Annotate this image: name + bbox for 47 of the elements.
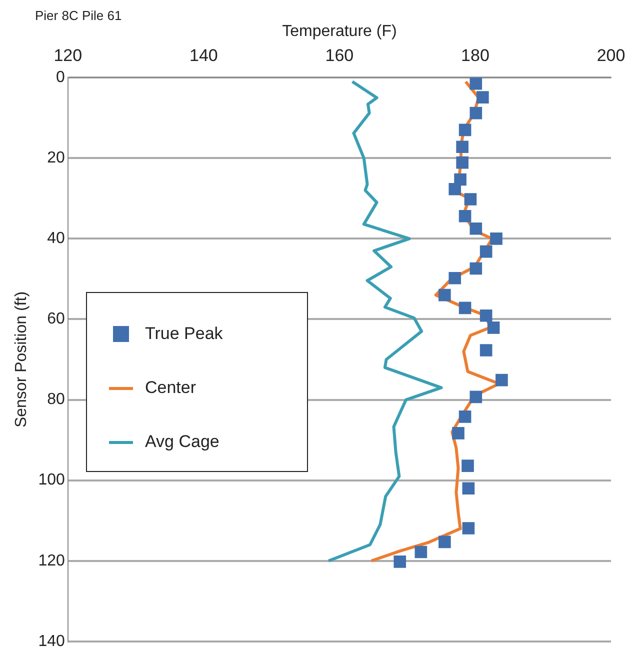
y-axis-title: Sensor Position (ft) bbox=[13, 291, 30, 428]
point bbox=[414, 546, 428, 558]
point bbox=[470, 390, 482, 404]
y-tick-label: 140 bbox=[38, 632, 65, 650]
chart-title: Pier 8C Pile 61 bbox=[35, 8, 122, 23]
point bbox=[448, 182, 462, 196]
x-tick-label: 180 bbox=[461, 46, 490, 66]
point bbox=[456, 140, 468, 154]
point bbox=[456, 156, 468, 169]
point bbox=[480, 344, 492, 356]
point bbox=[490, 232, 502, 245]
x-axis-title: Temperature (F) bbox=[282, 23, 397, 40]
point bbox=[462, 460, 474, 472]
y-tick-label: 0 bbox=[56, 69, 65, 86]
x-tick-label: 140 bbox=[189, 46, 218, 66]
point bbox=[438, 288, 451, 302]
point bbox=[458, 210, 472, 222]
point bbox=[394, 556, 406, 568]
point bbox=[476, 91, 489, 104]
point bbox=[487, 322, 500, 334]
point bbox=[480, 309, 492, 322]
legend-label: Center bbox=[145, 378, 196, 398]
point bbox=[464, 193, 477, 206]
y-tick-label: 120 bbox=[38, 552, 65, 570]
x-tick-label: 200 bbox=[596, 46, 626, 66]
x-tick-label: 160 bbox=[325, 46, 354, 66]
point bbox=[438, 536, 451, 548]
point bbox=[452, 427, 464, 440]
point bbox=[448, 272, 462, 284]
point bbox=[496, 374, 508, 386]
legend-label: Avg Cage bbox=[145, 432, 220, 452]
point bbox=[470, 78, 482, 90]
y-tick-label: 60 bbox=[47, 310, 65, 328]
point bbox=[462, 482, 475, 495]
point bbox=[470, 222, 482, 235]
point bbox=[480, 245, 492, 258]
y-tick-label: 40 bbox=[47, 230, 65, 248]
point bbox=[458, 302, 472, 314]
point bbox=[462, 522, 475, 534]
y-tick-label: 80 bbox=[47, 391, 65, 408]
y-tick-label: 20 bbox=[47, 150, 65, 167]
legend-label: True Peak bbox=[145, 324, 223, 344]
point bbox=[458, 410, 472, 423]
y-tick-label: 100 bbox=[38, 472, 65, 489]
point bbox=[470, 106, 482, 120]
point bbox=[458, 124, 472, 136]
point bbox=[470, 262, 482, 275]
